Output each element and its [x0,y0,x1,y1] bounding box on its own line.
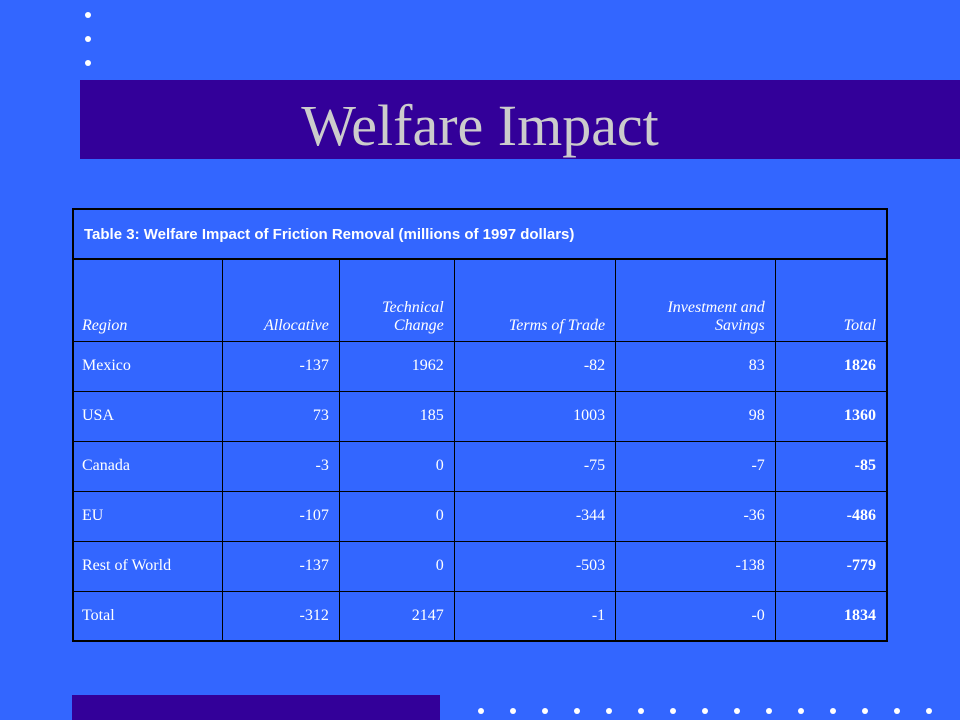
decorative-dot [894,708,900,714]
decorative-dot [766,708,772,714]
decorative-dot [862,708,868,714]
decorative-dot [478,708,484,714]
cell-technical-change: 0 [338,540,455,592]
cell-total: -779 [774,540,888,592]
table-row: Canada -3 0 -75 -7 -85 [72,440,888,492]
header-region: Region [72,258,224,342]
decorative-dot [926,708,932,714]
title-bar [80,80,960,159]
cell-terms-of-trade: 1003 [453,390,617,442]
cell-region: EU [72,490,224,542]
cell-investment-savings: -36 [615,490,776,542]
cell-allocative: -137 [222,540,340,592]
decorative-dot [510,708,516,714]
cell-investment-savings: 83 [615,340,776,392]
table-caption-row: Table 3: Welfare Impact of Friction Remo… [72,208,888,260]
decorative-dot [638,708,644,714]
decorative-dot [85,36,91,42]
cell-total: 1360 [774,390,888,442]
header-total: Total [774,258,888,342]
cell-investment-savings: -7 [615,440,776,492]
cell-terms-of-trade: -344 [453,490,617,542]
cell-technical-change: 185 [338,390,455,442]
decorative-dot [85,60,91,66]
decorative-dot [830,708,836,714]
table-row: EU -107 0 -344 -36 -486 [72,490,888,542]
cell-total: 1826 [774,340,888,392]
cell-region: USA [72,390,224,442]
table-row: Mexico -137 1962 -82 83 1826 [72,340,888,392]
cell-allocative: -312 [222,590,340,642]
cell-region: Total [72,590,224,642]
cell-allocative: -107 [222,490,340,542]
cell-terms-of-trade: -75 [453,440,617,492]
header-allocative: Allocative [222,258,340,342]
cell-total: -85 [774,440,888,492]
cell-allocative: -137 [222,340,340,392]
cell-region: Mexico [72,340,224,392]
cell-investment-savings: -0 [615,590,776,642]
slide-title: Welfare Impact [301,93,659,158]
cell-terms-of-trade: -82 [453,340,617,392]
table-header-row: Region Allocative Technical Change Terms… [72,258,888,342]
decorative-dot [670,708,676,714]
cell-investment-savings: -138 [615,540,776,592]
cell-region: Rest of World [72,540,224,592]
header-technical-change: Technical Change [338,258,455,342]
cell-technical-change: 1962 [338,340,455,392]
cell-total: -486 [774,490,888,542]
header-terms-of-trade: Terms of Trade [453,258,617,342]
table-caption: Table 3: Welfare Impact of Friction Remo… [72,208,888,260]
cell-technical-change: 0 [338,490,455,542]
decorative-dot [606,708,612,714]
cell-technical-change: 2147 [338,590,455,642]
cell-terms-of-trade: -503 [453,540,617,592]
cell-total: 1834 [774,590,888,642]
decorative-dot [734,708,740,714]
table-row: Total -312 2147 -1 -0 1834 [72,590,888,642]
cell-technical-change: 0 [338,440,455,492]
decorative-dot [85,12,91,18]
table-row: Rest of World -137 0 -503 -138 -779 [72,540,888,592]
welfare-table: Table 3: Welfare Impact of Friction Remo… [72,208,888,642]
cell-region: Canada [72,440,224,492]
cell-allocative: 73 [222,390,340,442]
table-row: USA 73 185 1003 98 1360 [72,390,888,442]
bottom-bar [72,695,440,720]
decorative-dot [798,708,804,714]
cell-investment-savings: 98 [615,390,776,442]
header-investment-savings: Investment and Savings [615,258,776,342]
cell-allocative: -3 [222,440,340,492]
decorative-dot [702,708,708,714]
cell-terms-of-trade: -1 [453,590,617,642]
decorative-dot [574,708,580,714]
decorative-dot [542,708,548,714]
